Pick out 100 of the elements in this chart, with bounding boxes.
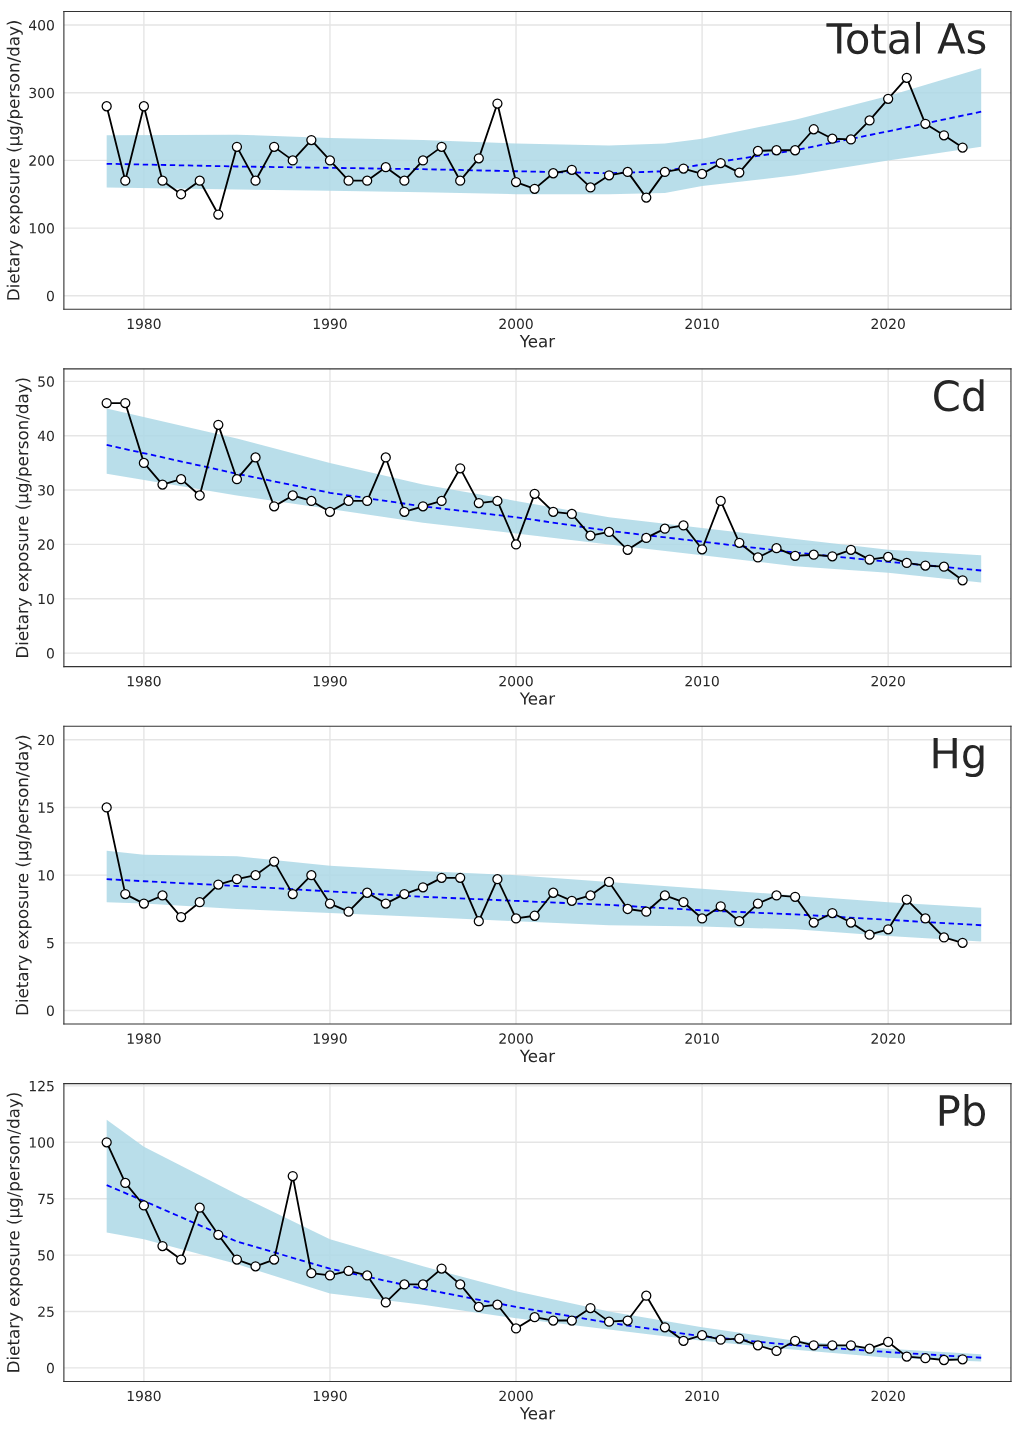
- x-tick-label: 1980: [127, 1033, 161, 1044]
- point: [380, 898, 391, 909]
- x-tick-label: 1990: [313, 1390, 347, 1402]
- point: [194, 175, 205, 186]
- point: [510, 913, 522, 924]
- point: [641, 906, 652, 917]
- x-tick-label: 2020: [871, 318, 905, 330]
- y-tick-label: 125: [29, 1080, 54, 1092]
- x-tick-label: 1980: [127, 675, 161, 687]
- point: [715, 157, 726, 169]
- point: [175, 1254, 187, 1265]
- point: [213, 209, 224, 220]
- point: [678, 897, 689, 908]
- point: [901, 1351, 912, 1362]
- point: [436, 495, 447, 507]
- point: [678, 1335, 689, 1346]
- point: [213, 1229, 224, 1240]
- point: [659, 1322, 671, 1333]
- point: [417, 882, 429, 893]
- point: [938, 932, 950, 943]
- point: [380, 452, 391, 463]
- point: [789, 1335, 801, 1346]
- point: [585, 182, 596, 193]
- point: [343, 495, 354, 507]
- point: [417, 501, 429, 512]
- point: [268, 501, 280, 512]
- point: [622, 166, 633, 178]
- point: [845, 134, 857, 145]
- point: [789, 891, 801, 902]
- point: [678, 163, 689, 174]
- x-tick-label: 1980: [127, 318, 161, 330]
- point: [734, 916, 745, 927]
- point: [510, 539, 522, 550]
- y-tick-label: 100: [29, 223, 54, 234]
- x-tick-label: 2010: [685, 1390, 719, 1402]
- point: [510, 1323, 522, 1334]
- point: [324, 1270, 336, 1281]
- point: [548, 887, 559, 898]
- point: [845, 1340, 857, 1351]
- point: [306, 134, 317, 146]
- point: [938, 130, 950, 141]
- point: [603, 526, 615, 538]
- point: [473, 916, 484, 927]
- point: [287, 1170, 298, 1182]
- x-tick-label: 1990: [313, 675, 347, 687]
- point: [808, 124, 819, 135]
- point: [157, 175, 168, 186]
- point: [696, 913, 708, 924]
- point: [901, 557, 912, 569]
- point: [920, 1353, 931, 1364]
- point: [455, 463, 466, 474]
- point: [492, 495, 503, 507]
- point: [901, 72, 912, 83]
- point: [250, 175, 261, 186]
- point: [213, 419, 224, 430]
- y-tick-label: 0: [46, 1362, 54, 1374]
- point: [120, 397, 131, 409]
- point: [529, 910, 540, 921]
- point: [120, 1177, 131, 1189]
- point: [938, 1354, 950, 1366]
- x-tick-label: 1990: [313, 318, 347, 330]
- x-tick-label: 2000: [499, 318, 533, 330]
- point: [548, 168, 559, 179]
- point: [343, 906, 354, 917]
- point: [138, 898, 150, 909]
- point: [157, 479, 168, 490]
- point: [603, 1316, 615, 1327]
- point: [883, 93, 894, 104]
- point: [213, 879, 224, 890]
- point: [455, 872, 466, 883]
- point: [455, 1279, 466, 1290]
- x-axis-title: Year: [519, 1049, 556, 1063]
- point: [101, 1137, 112, 1148]
- point: [194, 490, 205, 501]
- point: [585, 1302, 596, 1314]
- point: [306, 870, 317, 881]
- point: [566, 164, 577, 176]
- point: [566, 895, 577, 907]
- y-axis-title: Dietary exposure (µg/person/day): [6, 21, 23, 300]
- y-tick-label: 10: [38, 593, 54, 605]
- point: [696, 1330, 708, 1341]
- point: [957, 1354, 968, 1365]
- point: [678, 520, 689, 531]
- x-tick-label: 2000: [499, 1390, 533, 1402]
- point: [157, 890, 168, 901]
- point: [845, 544, 857, 555]
- x-tick-label: 1980: [127, 1390, 161, 1402]
- point: [473, 153, 484, 164]
- point: [864, 929, 875, 940]
- point: [585, 530, 596, 541]
- point: [510, 176, 522, 188]
- point: [920, 118, 931, 129]
- point: [120, 888, 131, 900]
- point: [715, 901, 726, 912]
- point: [715, 1334, 726, 1345]
- point: [603, 876, 615, 888]
- point: [622, 903, 633, 915]
- x-tick-label: 2020: [871, 1390, 905, 1402]
- point: [641, 192, 652, 203]
- point: [194, 1202, 205, 1213]
